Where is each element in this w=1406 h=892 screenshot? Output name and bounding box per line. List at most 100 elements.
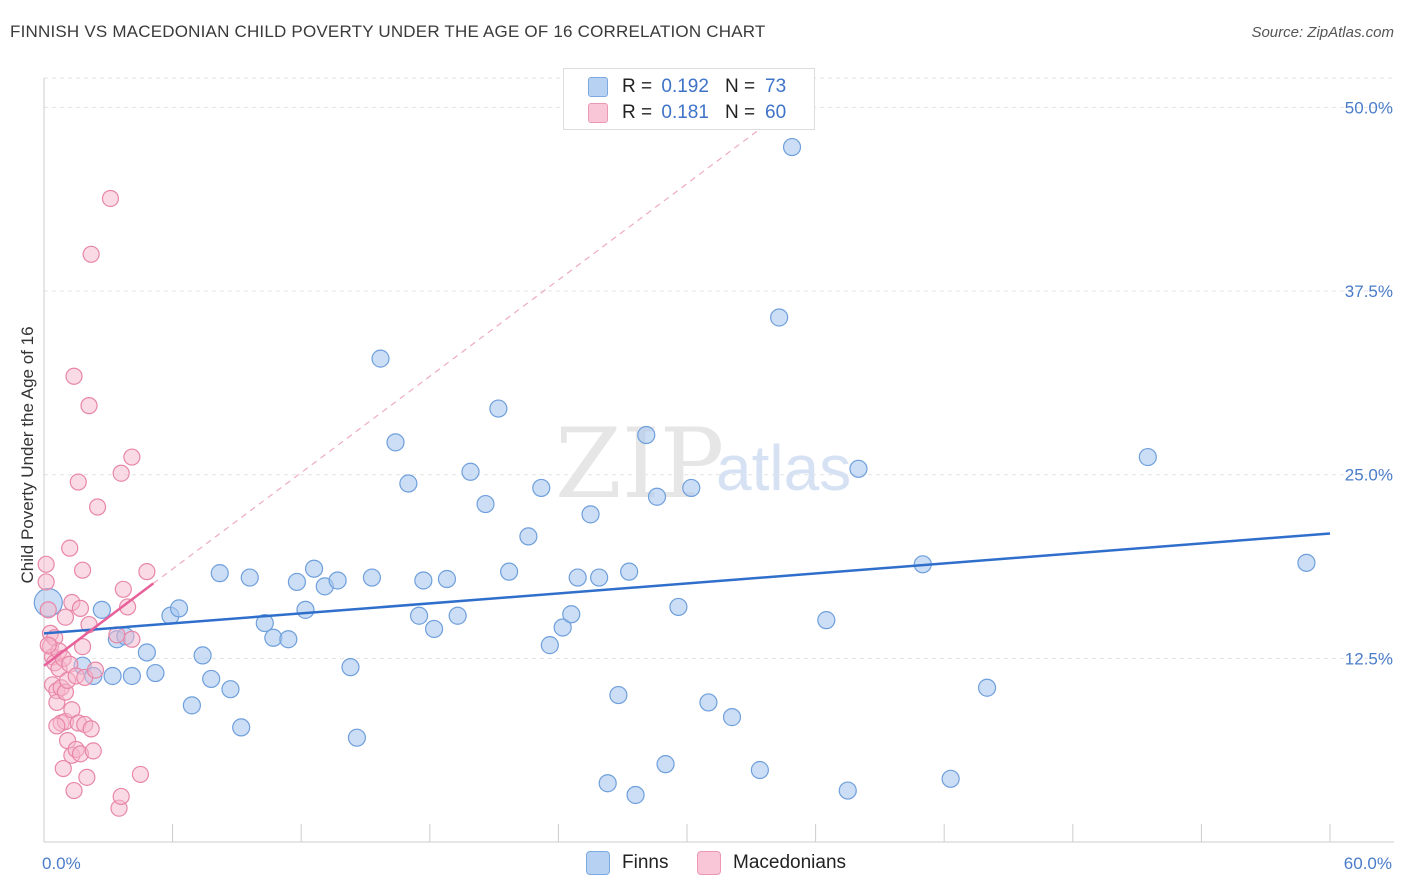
correlation-legend: R = 0.192 N = 73 R = 0.181 N = 60 bbox=[563, 68, 815, 130]
legend-n-value: 60 bbox=[765, 102, 787, 123]
finns-point bbox=[240, 568, 259, 587]
finns-point bbox=[371, 349, 390, 368]
finns-point bbox=[279, 630, 298, 649]
legend-r-label: R = bbox=[622, 76, 653, 97]
finns-point bbox=[399, 474, 418, 493]
series-label-macedonians: Macedonians bbox=[733, 852, 847, 873]
finns-point bbox=[682, 478, 701, 498]
series-swatch-finns bbox=[586, 851, 610, 875]
finns-point bbox=[461, 462, 480, 481]
finns-point bbox=[532, 478, 551, 498]
finns-point bbox=[437, 569, 457, 589]
finns-point bbox=[770, 308, 789, 327]
finns-point bbox=[122, 666, 141, 686]
finns-point bbox=[620, 562, 639, 581]
finns-point bbox=[341, 658, 360, 677]
finns-point bbox=[476, 494, 495, 514]
macedonians-point bbox=[37, 573, 55, 591]
x-tick-label: 60.0% bbox=[1344, 854, 1392, 873]
finns-point bbox=[1297, 553, 1316, 572]
finns-point bbox=[519, 527, 538, 546]
finns-point bbox=[409, 606, 429, 625]
series-legend-macedonians: Macedonians bbox=[697, 851, 846, 875]
macedonians-point bbox=[61, 539, 79, 557]
finns-point bbox=[146, 663, 165, 683]
finns-point bbox=[362, 568, 382, 587]
finns-point bbox=[232, 718, 251, 737]
series-legend-finns: Finns bbox=[586, 851, 668, 875]
legend-row-finns: R = 0.192 N = 73 bbox=[588, 74, 786, 100]
finns-point bbox=[414, 571, 433, 590]
source-label: Source: ZipAtlas.com bbox=[1251, 24, 1394, 41]
macedonians-point bbox=[123, 630, 141, 648]
axes bbox=[43, 78, 1394, 843]
finns-point bbox=[103, 666, 122, 686]
finns-point bbox=[598, 774, 617, 793]
macedonians-point bbox=[65, 781, 83, 800]
legend-row-macedonians: R = 0.181 N = 60 bbox=[588, 100, 786, 126]
macedonians-point bbox=[112, 464, 130, 482]
finns-point bbox=[553, 618, 572, 637]
watermark-zip: ZIP bbox=[555, 408, 724, 520]
chart-title: FINNISH VS MACEDONIAN CHILD POVERTY UNDE… bbox=[10, 22, 766, 41]
macedonians-point bbox=[82, 245, 100, 263]
legend-swatch-finns bbox=[588, 77, 608, 97]
finns-point bbox=[1138, 447, 1157, 467]
finns-point bbox=[347, 728, 367, 747]
finns-points bbox=[33, 137, 1316, 805]
macedonians-point bbox=[123, 448, 141, 466]
macedonians-point bbox=[82, 720, 100, 738]
macedonians-point bbox=[112, 787, 130, 806]
macedonians-point bbox=[84, 742, 102, 760]
finns-point bbox=[669, 597, 688, 617]
series-legend: Finns Macedonians bbox=[0, 851, 1406, 879]
finns-point bbox=[137, 643, 156, 662]
y-tick-label: 37.5% bbox=[1345, 282, 1393, 301]
finns-point bbox=[656, 755, 675, 774]
finns-point bbox=[92, 600, 111, 619]
y-tick-label: 12.5% bbox=[1345, 649, 1393, 668]
finns-point bbox=[255, 613, 274, 633]
finns-point bbox=[849, 459, 868, 478]
macedonians-point bbox=[48, 717, 66, 735]
macedonians-point bbox=[73, 561, 92, 579]
macedonians-point bbox=[101, 189, 120, 208]
macedonians-point bbox=[71, 599, 90, 617]
finns-point bbox=[782, 137, 802, 157]
finns-point bbox=[448, 606, 467, 625]
finns-point bbox=[304, 559, 324, 578]
finns-point bbox=[817, 611, 836, 630]
finns-point bbox=[647, 487, 667, 506]
macedonians-point bbox=[39, 601, 57, 619]
finns-point bbox=[562, 605, 581, 624]
finns-point bbox=[637, 425, 656, 445]
macedonians-point bbox=[78, 768, 96, 786]
finns-point bbox=[699, 693, 718, 712]
finns-point bbox=[424, 619, 444, 639]
finns-point bbox=[182, 696, 201, 715]
macedonians-point bbox=[131, 765, 150, 784]
macedonians-point bbox=[118, 598, 137, 616]
finns-point bbox=[210, 564, 229, 583]
finns-point bbox=[750, 760, 769, 780]
x-tick-label: 0.0% bbox=[42, 854, 81, 873]
finns-point bbox=[500, 562, 519, 581]
macedonians-trend-line bbox=[43, 582, 155, 667]
macedonians-point bbox=[138, 563, 156, 581]
finns-point bbox=[626, 785, 645, 805]
finns-point bbox=[169, 599, 189, 618]
finns-point bbox=[609, 685, 628, 705]
legend-r-value: 0.192 bbox=[661, 76, 709, 97]
finns-trend-line bbox=[43, 532, 1331, 635]
macedonians-points bbox=[37, 189, 156, 817]
macedonians-point bbox=[114, 580, 132, 598]
macedonians-point bbox=[37, 555, 55, 573]
legend-n-label: N = bbox=[724, 76, 756, 97]
finns-point bbox=[489, 399, 508, 418]
series-label-finns: Finns bbox=[622, 852, 669, 873]
macedonians-point bbox=[73, 637, 92, 656]
legend-n-label: N = bbox=[724, 102, 756, 123]
finns-point bbox=[540, 636, 559, 655]
finns-point bbox=[568, 568, 587, 587]
macedonians-point bbox=[39, 636, 57, 654]
